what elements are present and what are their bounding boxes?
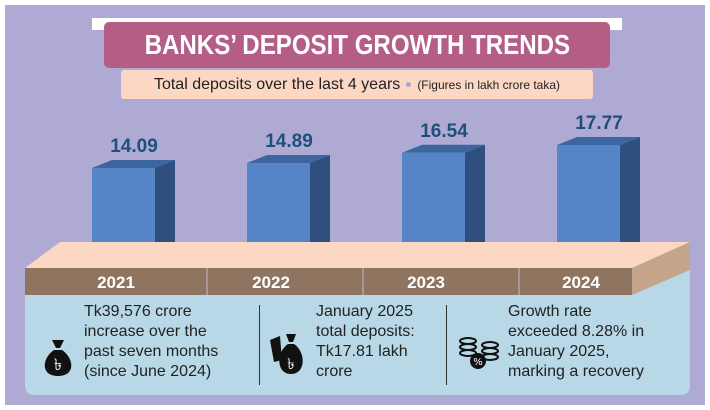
divider: [259, 305, 260, 385]
svg-text:৳: ৳: [54, 355, 62, 374]
fact-line: crore: [316, 363, 353, 380]
year-label: 2021: [97, 273, 135, 292]
year-label: 2024: [562, 273, 600, 292]
subtitle-box: Total deposits over the last 4 years (Fig…: [121, 70, 593, 99]
data-label: 16.54: [420, 120, 468, 142]
bullet-dot: [406, 82, 412, 88]
bar-top: [402, 144, 485, 153]
data-label: 14.09: [110, 136, 158, 157]
fact-line: January 2025: [316, 303, 413, 320]
year-label: 2022: [252, 273, 290, 292]
bar-side: [155, 160, 175, 262]
bar-top: [92, 160, 175, 168]
fact-line: (since June 2024): [84, 363, 212, 380]
fact-line: increase over the: [84, 323, 207, 340]
bar-side: [310, 155, 330, 262]
fact-line: Growth rate: [508, 303, 592, 320]
platform-side: [632, 242, 690, 295]
fact-line: January 2025,: [508, 343, 610, 360]
fact-3: Growth rate exceeded 8.28% in January 20…: [508, 302, 644, 382]
coins-percent-icon: %: [459, 337, 499, 369]
fact-2: January 2025 total deposits: Tk17.81 lak…: [316, 302, 415, 382]
svg-text:%: %: [473, 357, 483, 368]
money-bag-taka-icon: ৳: [44, 340, 72, 376]
svg-text:৳: ৳: [287, 355, 294, 373]
subtitle: Total deposits over the last 4 years: [153, 76, 401, 93]
fact-line: total deposits:: [316, 323, 415, 340]
divider: [446, 305, 447, 385]
units-note: (Figures in lakh crore taka): [417, 78, 561, 92]
year-label: 2023: [407, 273, 445, 292]
fact-line: Tk17.81 lakh: [316, 343, 408, 360]
hand-money-bag-icon: ৳: [270, 334, 303, 374]
fact-line: Tk39,576 crore: [84, 303, 192, 320]
info-panel: [25, 268, 690, 395]
title-banner: BANKS’ DEPOSIT GROWTH TRENDS: [104, 22, 610, 68]
fact-line: past seven months: [84, 343, 219, 360]
bar-side: [620, 137, 640, 262]
data-label: 14.89: [265, 131, 313, 152]
fact-line: exceeded 8.28% in: [508, 323, 645, 340]
data-label: 17.77: [575, 113, 623, 134]
bar-side: [465, 144, 485, 262]
platform-top: [25, 242, 690, 268]
year-band: [25, 268, 632, 295]
bar-top: [557, 137, 640, 145]
fact-1: Tk39,576 crore increase over the past se…: [84, 302, 218, 382]
chart-title: BANKS’ DEPOSIT GROWTH TRENDS: [144, 29, 570, 60]
fact-line: marking a recovery: [508, 363, 645, 380]
bar-top: [247, 155, 330, 163]
